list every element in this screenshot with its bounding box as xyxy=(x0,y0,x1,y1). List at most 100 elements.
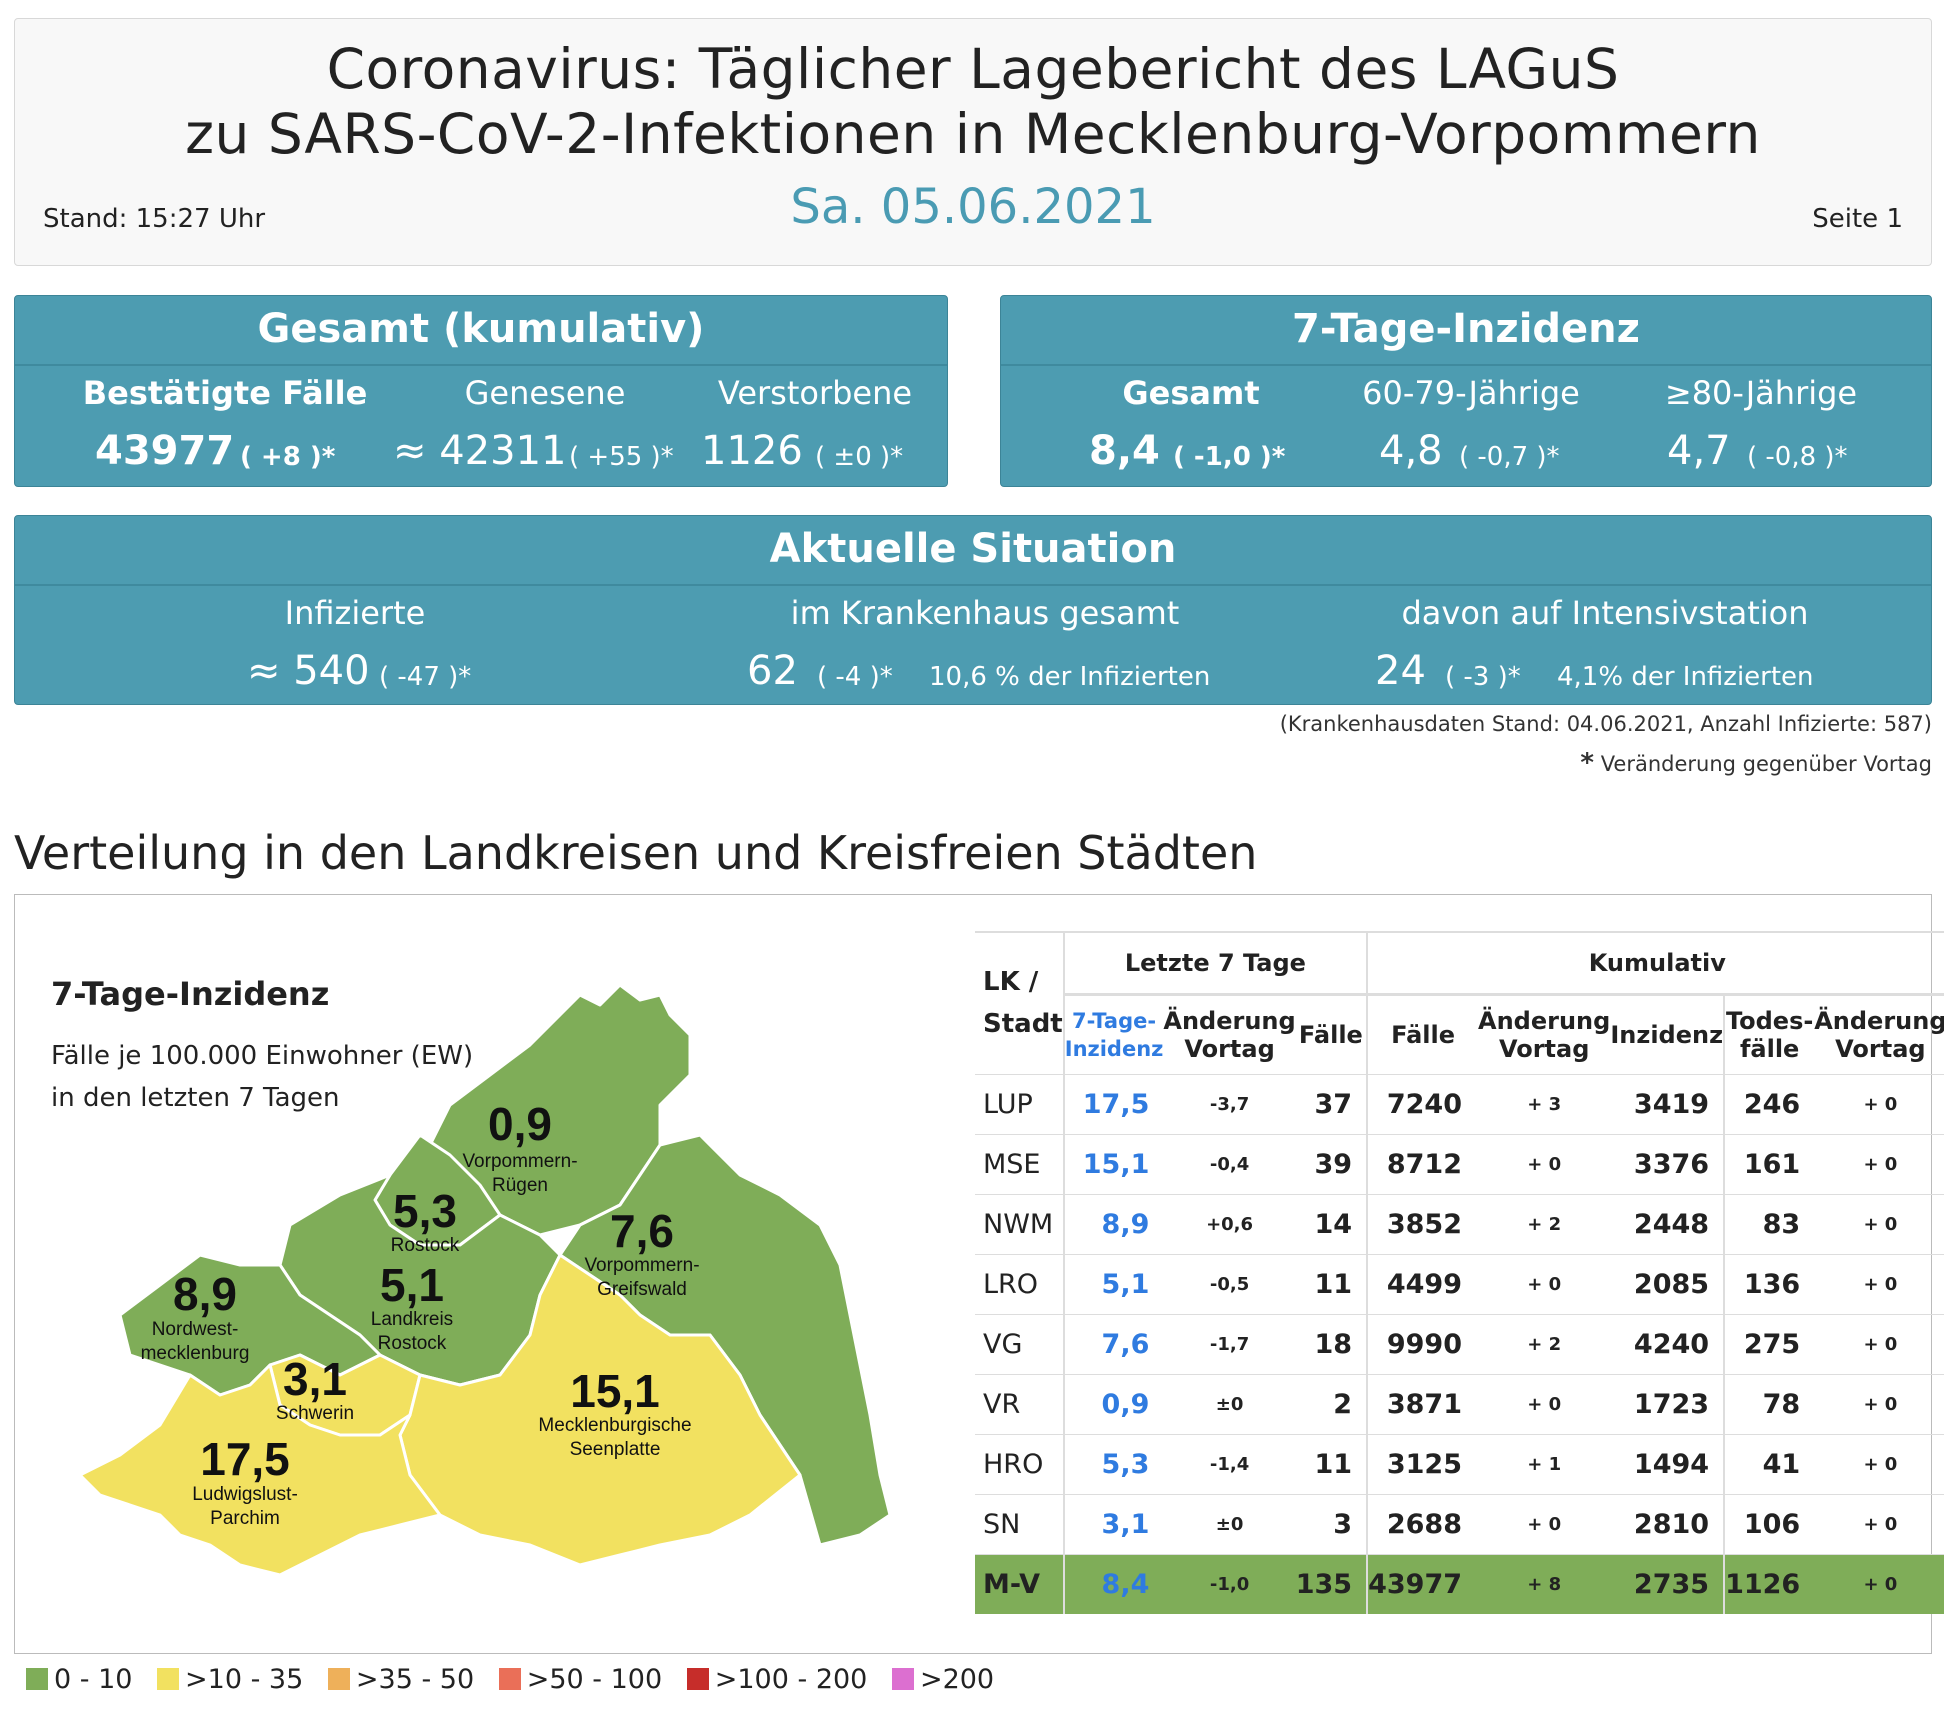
cell-kfa: + 2 xyxy=(1478,1313,1611,1374)
map-label-vr-2: Rügen xyxy=(492,1175,548,1196)
inzidenz-change-80plus: ( -0,8 )* xyxy=(1747,442,1848,472)
group-header-kumulativ: Kumulativ xyxy=(1366,931,1944,994)
cell-toda: + 0 xyxy=(1814,1193,1944,1254)
report-title-line2: zu SARS-CoV-2-Infektionen in Mecklenburg… xyxy=(185,102,1761,166)
cell-name: VR xyxy=(975,1373,1064,1434)
cell-faelle: 37 xyxy=(1295,1073,1368,1134)
map-subtitle-line2: in den letzten 7 Tagen xyxy=(51,1083,340,1113)
cell-kfa: + 2 xyxy=(1478,1193,1611,1254)
legend-item: 0 - 10 xyxy=(26,1664,132,1695)
cell-toda: + 0 xyxy=(1814,1493,1944,1554)
cell-tod: 275 xyxy=(1723,1313,1815,1374)
legend-label: 0 - 10 xyxy=(54,1664,133,1695)
cell-name: MSE xyxy=(975,1133,1064,1194)
cell-kf: 4499 xyxy=(1366,1253,1479,1314)
cell-kinz: 2448 xyxy=(1610,1193,1725,1254)
gesamt-value-genesene: ≈ 42311 xyxy=(393,428,567,474)
col-header-todesfaelle-line2: fälle xyxy=(1739,1034,1800,1063)
cell-kinz: 2735 xyxy=(1610,1553,1725,1614)
cell-aend: ±0 xyxy=(1163,1493,1296,1554)
map-value-lup: 17,5 xyxy=(200,1433,290,1485)
cell-toda: + 0 xyxy=(1814,1373,1944,1434)
col-header-tod-aenderung-line1: Änderung xyxy=(1814,1006,1944,1035)
change-note: * Veränderung gegenüber Vortag xyxy=(1580,748,1932,778)
legend-item: >50 - 100 xyxy=(498,1664,662,1695)
col-header-aenderung-line2: Vortag xyxy=(1184,1034,1275,1063)
map-label-lup-2: Parchim xyxy=(210,1508,280,1529)
situation-value-krankenhaus: 62 xyxy=(747,648,798,694)
cell-kinz: 1723 xyxy=(1610,1373,1725,1434)
cell-toda: + 0 xyxy=(1814,1433,1944,1494)
situation-value-infizierte: ≈ 540 xyxy=(247,648,370,694)
map-label-mse-2: Seenplatte xyxy=(570,1439,661,1460)
gesamt-value-faelle: 43977 xyxy=(95,428,235,474)
situation-label-infizierte: Infizierte xyxy=(284,594,426,632)
cell-tod: 161 xyxy=(1723,1133,1815,1194)
cell-aend: +0,6 xyxy=(1163,1193,1296,1254)
cell-inz: 5,3 xyxy=(1062,1433,1164,1494)
cell-faelle: 11 xyxy=(1295,1433,1368,1494)
table-row: MSE 15,1 -0,4 39 8712 + 0 3376 161 + 0 xyxy=(975,1133,1944,1194)
situation-title: Aktuelle Situation xyxy=(769,526,1177,572)
cell-name: VG xyxy=(975,1313,1064,1374)
cell-kf: 9990 xyxy=(1366,1313,1479,1374)
col-header-inzidenz: 7-Tage- Inzidenz xyxy=(1062,992,1164,1074)
color-legend: 0 - 10 >10 - 35 >35 - 50 >50 - 100 >100 … xyxy=(26,1664,1010,1695)
gesamt-panel: Gesamt (kumulativ) Bestätigte Fälle Gene… xyxy=(14,295,948,487)
legend-item: >100 - 200 xyxy=(686,1664,867,1695)
legend-swatch xyxy=(327,1668,350,1690)
inzidenz-panel: 7-Tage-Inzidenz Gesamt 60-79-Jährige ≥80… xyxy=(1000,295,1932,487)
cell-kfa: + 0 xyxy=(1478,1133,1611,1194)
col-header-kum-aenderung: Änderung Vortag xyxy=(1478,992,1611,1074)
map-region-mecklenburgische-seenplatte xyxy=(398,1253,802,1567)
table-row: LUP 17,5 -3,7 37 7240 + 3 3419 246 + 0 xyxy=(975,1073,1944,1134)
gesamt-title: Gesamt (kumulativ) xyxy=(257,306,705,352)
table-row: VR 0,9 ±0 2 3871 + 0 1723 78 + 0 xyxy=(975,1373,1944,1434)
cell-toda: + 0 xyxy=(1814,1073,1944,1134)
map-label-lro-2: Rostock xyxy=(378,1333,447,1354)
cell-name: HRO xyxy=(975,1433,1064,1494)
cell-kf: 3871 xyxy=(1366,1373,1479,1434)
cell-name: LRO xyxy=(975,1253,1064,1314)
map-subtitle: Fälle je 100.000 Einwohner (EW) in den l… xyxy=(51,1035,473,1119)
col-header-kum-aenderung-line2: Vortag xyxy=(1498,1034,1590,1063)
cell-name: NWM xyxy=(975,1193,1064,1254)
cell-aend: -1,0 xyxy=(1163,1553,1296,1614)
cell-kfa: + 1 xyxy=(1478,1433,1611,1494)
map-label-vg-1: Vorpommern- xyxy=(584,1255,699,1276)
table-row: NWM 8,9 +0,6 14 3852 + 2 2448 83 + 0 xyxy=(975,1193,1944,1254)
cell-faelle: 14 xyxy=(1295,1193,1368,1254)
col-header-lk-line1: LK / xyxy=(983,967,1039,998)
cell-kf: 7240 xyxy=(1366,1073,1479,1134)
star-symbol: * xyxy=(1580,748,1594,778)
section-title: Verteilung in den Landkreisen und Kreisf… xyxy=(14,826,1258,880)
cell-kf: 2688 xyxy=(1366,1493,1479,1554)
table-row: VG 7,6 -1,7 18 9990 + 2 4240 275 + 0 xyxy=(975,1313,1944,1374)
map-value-nwm: 8,9 xyxy=(173,1268,237,1320)
cell-tod: 41 xyxy=(1723,1433,1815,1494)
inzidenz-value-80plus: 4,7 xyxy=(1667,428,1731,474)
cell-kfa: + 3 xyxy=(1478,1073,1611,1134)
cell-toda: + 0 xyxy=(1814,1253,1944,1314)
cell-kinz: 4240 xyxy=(1610,1313,1725,1374)
cell-faelle: 11 xyxy=(1295,1253,1368,1314)
legend-item: >35 - 50 xyxy=(327,1664,474,1695)
gesamt-label-genesene: Genesene xyxy=(464,374,626,412)
distribution-panel: 7-Tage-Inzidenz Fälle je 100.000 Einwohn… xyxy=(14,894,1944,1654)
cell-kfa: + 0 xyxy=(1478,1493,1611,1554)
cell-faelle: 18 xyxy=(1295,1313,1368,1374)
map-value-mse: 15,1 xyxy=(570,1365,660,1417)
cell-kinz: 3419 xyxy=(1610,1073,1725,1134)
gesamt-label-faelle: Bestätigte Fälle xyxy=(82,374,368,412)
map-value-sn: 3,1 xyxy=(283,1353,347,1405)
cell-kfa: + 0 xyxy=(1478,1253,1611,1314)
table-row: LRO 5,1 -0,5 11 4499 + 0 2085 136 + 0 xyxy=(975,1253,1944,1314)
cell-aend: ±0 xyxy=(1163,1373,1296,1434)
cell-toda: + 0 xyxy=(1814,1553,1944,1614)
situation-share-krankenhaus: 10,6 % der Infizierten xyxy=(929,662,1211,692)
cell-kinz: 1494 xyxy=(1610,1433,1725,1494)
cell-faelle: 3 xyxy=(1295,1493,1368,1554)
cell-tod: 246 xyxy=(1723,1073,1815,1134)
inzidenz-label-80plus: ≥80-Jährige xyxy=(1664,374,1858,412)
col-header-inzidenz-line2: Inzidenz xyxy=(1064,1036,1164,1061)
